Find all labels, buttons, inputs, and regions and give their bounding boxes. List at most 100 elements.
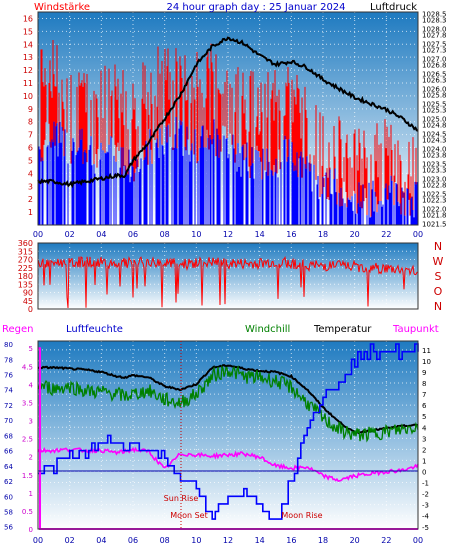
y-left-tick-label: 5: [28, 156, 33, 165]
temperature-tick-label: -1: [422, 480, 429, 488]
humidity-tick-label: 74: [4, 387, 13, 395]
direction-compass-label: O: [434, 285, 443, 298]
y-right-tick-label: 1022.3: [422, 197, 447, 205]
y-right-tick-label: 1025.8: [422, 92, 447, 100]
rain-tick-label: 3.5: [22, 399, 33, 407]
bottom-x-tick-label: 04: [96, 536, 106, 545]
y-left-tick-label: 1: [28, 208, 33, 217]
y-right-tick-label: 1027.8: [422, 32, 447, 40]
rain-tick-label: 3: [29, 418, 33, 426]
bottom-plot-border: [37, 340, 419, 530]
y-right-tick-label: 1022.0: [422, 206, 447, 214]
humidity-tick-label: 60: [4, 493, 13, 501]
x-tick-label: 02: [65, 230, 75, 239]
bottom-x-tick-label: 00: [413, 536, 423, 545]
humidity-tick-label: 72: [4, 402, 13, 410]
y-right-tick-label: 1025.0: [422, 116, 447, 124]
rain-tick-label: 4: [29, 381, 34, 389]
x-tick-label: 14: [255, 230, 265, 239]
humidity-tick-label: 66: [4, 448, 13, 456]
direction-tick-label: 45: [23, 297, 33, 306]
rain-tick-label: 2: [29, 454, 33, 462]
temperature-tick-label: -3: [422, 502, 429, 510]
x-tick-label: 16: [286, 230, 296, 239]
y-left-tick-label: 11: [23, 79, 33, 88]
y-left-tick-label: 3: [28, 182, 33, 191]
y-right-tick-label: 1021.5: [422, 221, 447, 229]
legend-regen: Regen: [2, 324, 34, 335]
right-label-luftdruck: Luftdruck: [370, 2, 417, 13]
wind-direction-line: [37, 255, 419, 309]
x-tick-label: 18: [318, 230, 328, 239]
bottom-x-tick-label: 00: [33, 536, 43, 545]
humidity-tick-label: 58: [4, 508, 13, 516]
temperature-tick-label: 4: [422, 424, 427, 432]
y-right-tick-label: 1024.5: [422, 131, 447, 139]
y-left-tick-label: 10: [23, 92, 33, 101]
humidity-tick-label: 68: [4, 432, 13, 440]
windchill-line: [37, 364, 419, 443]
temperature-tick-label: 8: [422, 380, 426, 388]
bottom-x-tick-label: 02: [65, 536, 75, 545]
temperature-tick-label: 2: [422, 446, 426, 454]
temperature-tick-label: 0: [422, 468, 426, 476]
temperature-tick-label: 6: [422, 402, 427, 410]
y-left-tick-label: 4: [28, 169, 33, 178]
x-tick-label: 12: [223, 230, 233, 239]
y-right-tick-label: 1025.5: [422, 101, 447, 109]
wind-speed-series: [38, 40, 418, 225]
humidity-tick-label: 80: [4, 341, 13, 349]
bottom-x-tick-label: 18: [318, 536, 328, 545]
direction-tick-label: 315: [18, 247, 33, 256]
direction-tick-label: 270: [18, 256, 33, 265]
x-tick-label: 00: [413, 230, 423, 239]
x-tick-label: 00: [33, 230, 43, 239]
bottom-x-tick-label: 12: [223, 536, 233, 545]
temperature-tick-label: 5: [422, 413, 426, 421]
direction-tick-label: 90: [23, 289, 33, 298]
y-right-tick-label: 1024.0: [422, 146, 447, 154]
y-right-tick-label: 1028.3: [422, 17, 447, 25]
y-right-tick-label: 1022.5: [422, 191, 447, 199]
bottom-x-tick-label: 20: [350, 536, 360, 545]
x-tick-label: 04: [96, 230, 106, 239]
y-right-tick-label: 1028.0: [422, 26, 447, 34]
rain-tick-label: 2.5: [22, 436, 33, 444]
y-left-tick-label: 16: [23, 14, 33, 23]
temperature-tick-label: 7: [422, 391, 426, 399]
annotation-moon-rise: Moon Rise: [281, 511, 322, 520]
y-right-tick-label: 1026.0: [422, 86, 447, 94]
top-plot-border: [37, 11, 419, 226]
humidity-tick-label: 62: [4, 478, 13, 486]
wind-direction-series: [37, 255, 419, 309]
annotation-moon-set: Moon Set: [170, 511, 207, 520]
bottom-x-tick-label: 22: [381, 536, 391, 545]
x-tick-label: 22: [381, 230, 391, 239]
direction-tick-label: 135: [18, 280, 33, 289]
bottom-x-tick-label: 06: [128, 536, 138, 545]
humidity-tick-label: 76: [4, 371, 13, 379]
annotation-sun-rise: Sun Rise: [164, 494, 199, 503]
humidity-tick-label: 56: [4, 524, 13, 532]
y-left-tick-label: 14: [23, 40, 33, 49]
x-tick-label: 10: [191, 230, 201, 239]
y-right-tick-label: 1023.0: [422, 176, 447, 184]
y-right-tick-label: 1027.5: [422, 41, 447, 49]
y-left-tick-label: 2: [28, 195, 33, 204]
y-right-tick-label: 1026.5: [422, 71, 447, 79]
humidity-tick-label: 70: [4, 417, 13, 425]
y-right-tick-label: 1028.5: [422, 11, 447, 19]
direction-compass-label: N: [434, 300, 442, 313]
legend-taupunkt: Taupunkt: [392, 324, 439, 335]
y-left-tick-label: 7: [28, 131, 33, 140]
x-tick-label: 08: [160, 230, 170, 239]
y-right-tick-label: 1025.3: [422, 107, 447, 115]
y-right-tick-label: 1021.8: [422, 212, 447, 220]
direction-compass-label: N: [434, 240, 442, 253]
rain-tick-label: 4.5: [22, 363, 33, 371]
direction-compass-label: S: [435, 270, 442, 283]
y-right-tick-label: 1024.8: [422, 122, 447, 130]
y-left-tick-label: 8: [28, 118, 33, 127]
y-right-tick-label: 1026.8: [422, 62, 447, 70]
